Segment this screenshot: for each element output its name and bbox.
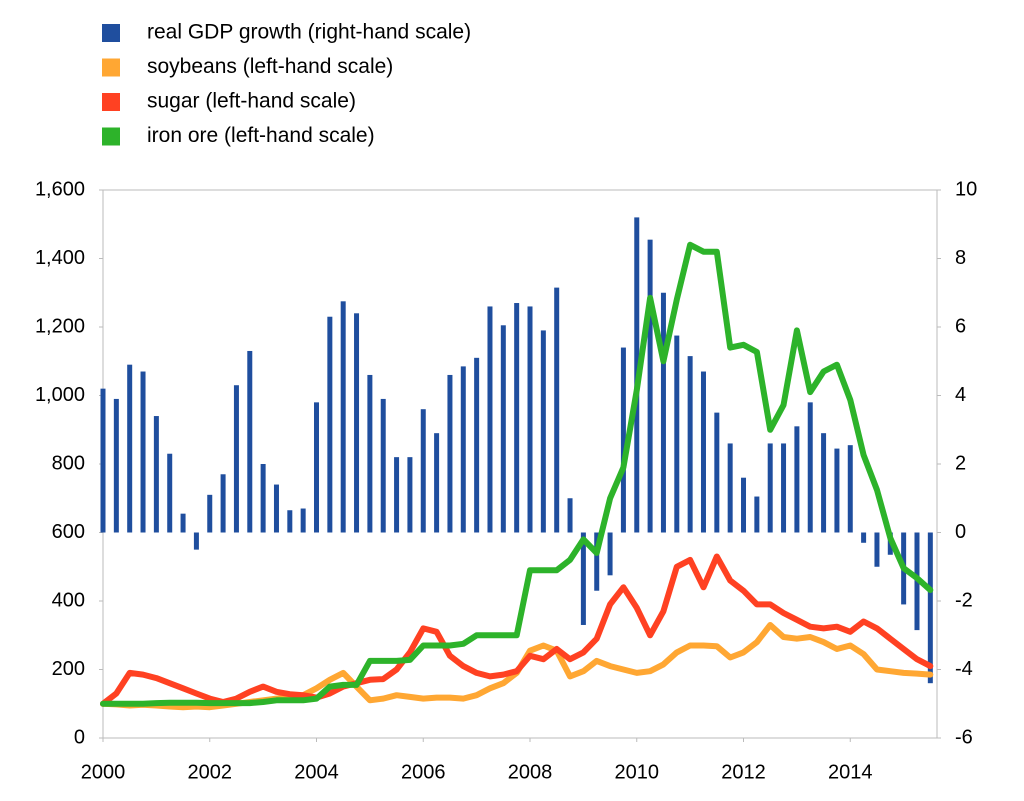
y2-tick-label: -4	[955, 658, 973, 680]
bar	[220, 474, 226, 533]
bar	[514, 303, 520, 533]
bar	[287, 510, 293, 533]
bar	[407, 457, 413, 533]
legend-label: iron ore (left-hand scale)	[147, 124, 375, 147]
bar	[660, 292, 666, 533]
bar	[794, 426, 800, 533]
bar	[167, 453, 173, 533]
bar	[394, 457, 400, 533]
y2-tick-label: 2	[955, 452, 966, 474]
bar	[727, 443, 733, 533]
legend-label: real GDP growth (right-hand scale)	[147, 21, 471, 44]
bar	[474, 357, 480, 533]
bar	[714, 412, 720, 533]
bar	[434, 433, 440, 533]
legend-swatch	[102, 24, 120, 42]
y2-tick-label: 8	[955, 247, 966, 269]
bar	[300, 508, 306, 533]
bar	[260, 464, 266, 533]
bar	[327, 316, 333, 533]
y2-tick-label: 6	[955, 315, 966, 337]
bar	[821, 433, 827, 533]
bar	[500, 325, 506, 533]
bar	[420, 409, 426, 533]
bar	[700, 371, 706, 533]
x-tick-label: 2004	[294, 761, 339, 783]
legend-label: soybeans (left-hand scale)	[147, 55, 393, 78]
bar	[674, 335, 680, 533]
bar	[554, 287, 560, 533]
bar	[620, 347, 626, 533]
y2-tick-label: 0	[955, 521, 966, 543]
bar	[380, 398, 386, 533]
y-tick-label: 0	[74, 726, 85, 748]
bar	[807, 402, 813, 533]
y-tick-label: 200	[52, 658, 85, 680]
y-tick-label: 1,400	[35, 247, 85, 269]
legend-swatch	[102, 93, 120, 111]
bar	[447, 374, 453, 533]
bar	[874, 532, 880, 567]
bar	[754, 496, 760, 533]
y-tick-label: 600	[52, 521, 85, 543]
bar	[607, 532, 613, 576]
bar	[834, 448, 840, 533]
bar	[527, 306, 533, 533]
bar	[861, 532, 867, 543]
bar	[354, 313, 360, 533]
legend-swatch	[102, 127, 120, 146]
y-tick-label: 400	[52, 589, 85, 611]
x-tick-label: 2006	[401, 761, 446, 783]
bar	[687, 356, 693, 533]
bar	[927, 532, 933, 684]
bar	[741, 477, 747, 533]
legend-label: sugar (left-hand scale)	[147, 90, 356, 113]
y2-tick-label: 10	[955, 178, 977, 200]
bar	[127, 364, 133, 533]
bar	[140, 371, 146, 533]
bar	[180, 513, 186, 533]
bar	[247, 350, 253, 533]
x-tick-label: 2014	[828, 761, 873, 783]
line	[100, 241, 934, 707]
y2-tick-label: -2	[955, 589, 973, 611]
bar	[487, 306, 493, 533]
bar	[540, 330, 546, 533]
line	[100, 553, 934, 707]
bar	[233, 385, 239, 533]
x-tick-label: 2012	[721, 761, 766, 783]
bar	[567, 498, 573, 533]
bar	[781, 443, 787, 533]
legend-swatch	[102, 58, 120, 77]
x-tick-label: 2002	[188, 761, 233, 783]
bar	[460, 366, 466, 533]
y-tick-label: 1,600	[35, 178, 85, 200]
bar	[193, 532, 199, 550]
bar	[847, 445, 853, 533]
bar	[767, 443, 773, 533]
bar	[367, 374, 373, 533]
bar	[153, 416, 159, 533]
y-tick-label: 1,200	[35, 315, 85, 337]
bar	[100, 388, 106, 533]
bar	[340, 301, 346, 533]
bar	[314, 402, 320, 533]
bar	[580, 532, 586, 625]
bar	[207, 494, 213, 533]
x-tick-label: 2010	[615, 761, 660, 783]
x-tick-label: 2000	[81, 761, 126, 783]
y2-tick-label: 4	[955, 384, 966, 406]
bar	[273, 484, 279, 533]
y-tick-label: 800	[52, 452, 85, 474]
y-tick-label: 1,000	[35, 384, 85, 406]
bar	[594, 532, 600, 591]
bar	[647, 239, 653, 533]
y2-tick-label: -6	[955, 726, 973, 748]
bar	[113, 398, 119, 533]
x-tick-label: 2008	[508, 761, 553, 783]
